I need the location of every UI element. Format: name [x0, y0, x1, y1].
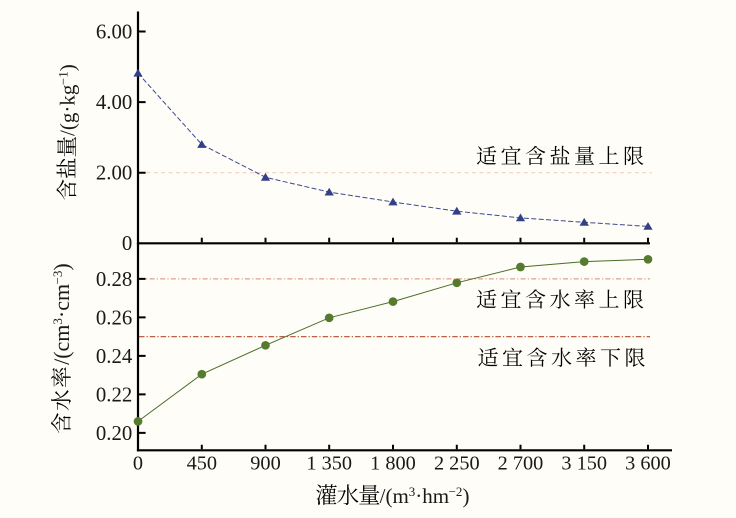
svg-text:·hm: ·hm	[415, 484, 449, 508]
svg-text:/(g·kg: /(g·kg	[56, 84, 80, 136]
svg-text:0.20: 0.20	[96, 422, 132, 445]
svg-text:−3: −3	[50, 271, 65, 285]
svg-text:1 350: 1 350	[306, 453, 352, 475]
svg-text:3 150: 3 150	[561, 453, 607, 475]
svg-text:900: 900	[250, 453, 280, 475]
svg-text:6.00: 6.00	[96, 20, 132, 43]
svg-text:/(m: /(m	[380, 484, 409, 508]
svg-text:0: 0	[133, 453, 143, 475]
svg-text:−2: −2	[449, 484, 463, 499]
svg-text:450: 450	[187, 453, 217, 475]
svg-text:0.26: 0.26	[96, 306, 132, 329]
svg-text:): )	[463, 484, 470, 508]
svg-text:0: 0	[122, 232, 132, 255]
svg-text:·cm: ·cm	[49, 284, 74, 318]
svg-text:−1: −1	[56, 71, 71, 85]
svg-text:): )	[49, 263, 74, 270]
svg-text:3 600: 3 600	[625, 453, 671, 475]
svg-text:0.28: 0.28	[96, 268, 132, 291]
svg-text:0.24: 0.24	[96, 345, 133, 368]
svg-text:2 250: 2 250	[434, 453, 480, 475]
svg-text:4.00: 4.00	[96, 91, 132, 114]
svg-text:/(cm: /(cm	[49, 325, 74, 365]
svg-text:2 700: 2 700	[498, 453, 544, 475]
svg-text:1 800: 1 800	[370, 453, 416, 475]
svg-text:3: 3	[409, 484, 416, 499]
svg-text:): )	[56, 64, 80, 71]
svg-text:0.22: 0.22	[96, 383, 132, 406]
svg-text:3: 3	[50, 318, 65, 325]
svg-text:2.00: 2.00	[96, 162, 132, 185]
